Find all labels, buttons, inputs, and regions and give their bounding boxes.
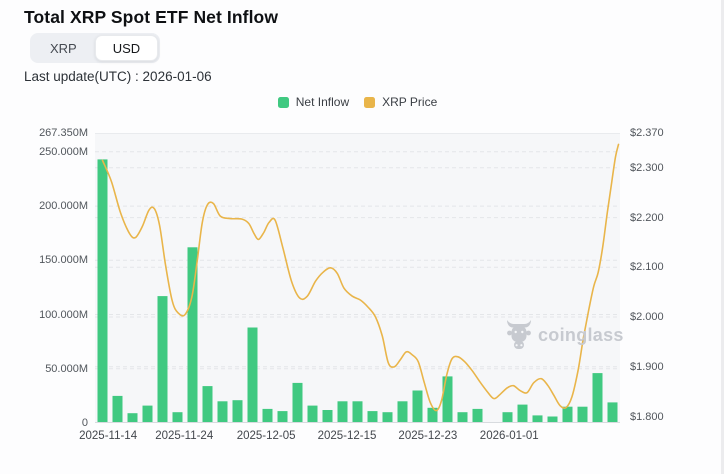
left-axis-tick: 150.000M (39, 254, 88, 267)
right-axis-tick: $2.000 (630, 311, 664, 324)
right-axis-tick: $2.100 (630, 261, 664, 274)
coinglass-watermark: coinglass (506, 320, 624, 350)
net-inflow-bar (562, 406, 573, 423)
net-inflow-bar (262, 408, 273, 423)
x-axis-tick: 2026-01-01 (479, 430, 539, 442)
net-inflow-bar (187, 247, 198, 423)
right-axis-tick: $2.200 (630, 211, 664, 224)
right-axis-tick: $1.800 (630, 410, 664, 423)
net-inflow-bar (127, 413, 138, 423)
net-inflow-bar (367, 411, 378, 423)
legend-item-xrp-price[interactable]: XRP Price (364, 95, 437, 109)
left-axis-tick: 100.000M (39, 308, 88, 321)
xrp-price-line (101, 143, 620, 412)
net-inflow-bar (517, 404, 528, 423)
left-axis-tick: 0 (81, 417, 88, 429)
x-axis-tick: 2025-12-15 (317, 430, 377, 442)
right-axis-tick: $2.300 (630, 161, 664, 174)
plot-svg[interactable] (95, 133, 620, 423)
net-inflow-bar (217, 401, 228, 423)
net-inflow-bar (307, 405, 318, 423)
right-axis-tick: $1.900 (630, 360, 664, 373)
net-inflow-bar (142, 405, 153, 423)
x-axis-tick: 2025-11-24 (155, 430, 214, 442)
left-axis-tick: 267.350M (39, 127, 88, 139)
net-inflow-bar (457, 412, 468, 423)
right-axis-tick: $2.370 (630, 127, 664, 139)
page-title: Total XRP Spot ETF Net Inflow (24, 7, 279, 27)
net-inflow-bar (382, 412, 393, 423)
coinglass-watermark-text: coinglass (538, 324, 624, 345)
net-inflow-bar (202, 386, 213, 423)
net-inflow-bar (232, 400, 243, 423)
net-inflow-bar (577, 406, 588, 423)
net-inflow-bar (277, 411, 288, 423)
last-update: Last update(UTC) : 2026-01-06 (24, 69, 212, 84)
net-inflow-bar (532, 415, 543, 423)
x-axis-tick: 2025-12-05 (236, 430, 296, 442)
plot-background (95, 133, 620, 423)
left-axis-tick: 250.000M (39, 145, 88, 158)
legend-item-net-inflow[interactable]: Net Inflow (277, 95, 350, 109)
x-axis-tick: 2025-11-14 (79, 430, 138, 442)
net-inflow-bar (592, 373, 603, 423)
toggle-option-usd[interactable]: USD (94, 35, 159, 61)
currency-toggle: XRP USD (30, 33, 161, 63)
left-axis-tick: 50.000M (45, 362, 88, 375)
coinglass-bull-icon (507, 320, 531, 349)
net-inflow-bar (322, 410, 333, 423)
net-inflow-bar (112, 395, 123, 423)
net-inflow-bar (247, 327, 258, 423)
net-inflow-bar (412, 390, 423, 423)
legend-label: XRP Price (382, 95, 438, 109)
net-inflow-bar (157, 296, 168, 423)
net-inflow-bar (472, 408, 483, 423)
legend-swatch-icon (364, 96, 376, 108)
x-axis-tick: 2025-12-23 (398, 430, 458, 442)
net-inflow-bar (442, 376, 453, 423)
net-inflow-bar (502, 412, 513, 423)
net-inflow-bar (427, 407, 438, 423)
net-inflow-bar (292, 382, 303, 423)
left-axis-tick: 200.000M (39, 200, 88, 213)
net-inflow-bar (172, 412, 183, 423)
legend-label: Net Inflow (295, 95, 350, 109)
chart-legend: Net Inflow XRP Price (95, 95, 620, 109)
net-inflow-bar (547, 416, 558, 423)
net-inflow-bar (337, 401, 348, 423)
net-inflow-bar (352, 401, 363, 423)
net-inflow-bar (607, 402, 618, 423)
net-inflow-bar (97, 159, 108, 423)
toggle-option-xrp[interactable]: XRP (32, 35, 95, 61)
net-inflow-bar (397, 401, 408, 423)
legend-swatch-icon (277, 96, 289, 108)
